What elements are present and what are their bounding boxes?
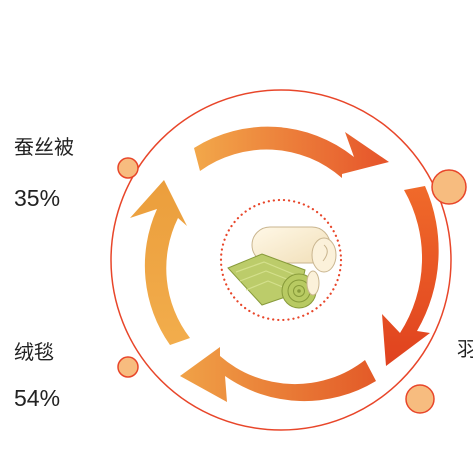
item-label-down-partial: 羽 [457,337,473,361]
outer-ring [110,89,452,431]
arrow-right [382,186,439,366]
marker-dot-bottom-right [405,384,435,414]
cycle-arrows [130,126,439,402]
item-label-fleece-blanket: 绒毯 [14,340,54,364]
arrow-bottom [180,347,376,402]
inner-dotted-ring [219,198,343,322]
arrow-top [194,126,389,178]
rolled-blanket-icon [227,226,337,309]
item-percent-silk-quilt: 35% [14,185,61,211]
marker-dot-top-left [117,157,139,179]
item-label-silk-quilt: 蚕丝被 [14,135,74,159]
marker-dot-bottom-left [117,356,139,378]
item-percent-fleece-blanket: 54% [14,385,61,411]
marker-dot-right [431,169,467,205]
arrow-left [130,180,190,345]
